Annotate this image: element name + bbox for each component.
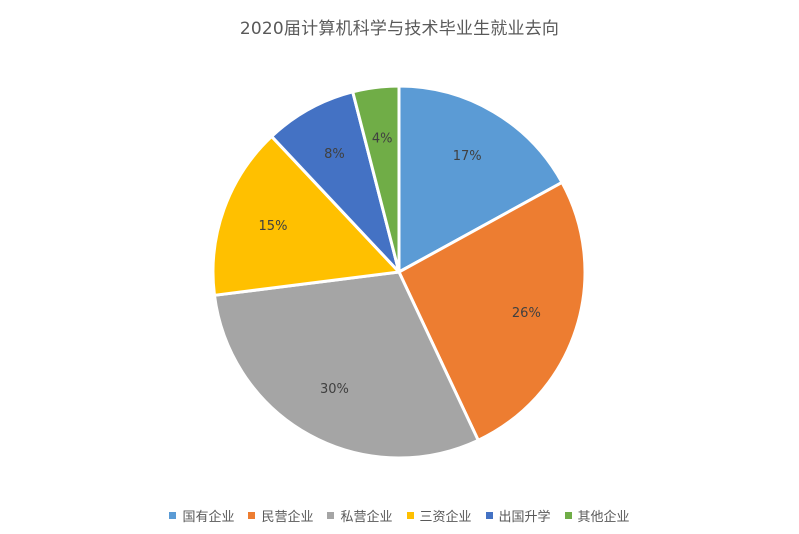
chart-title: 2020届计算机科学与技术毕业生就业去向 [239, 19, 560, 39]
pie-slice-private-operated [397, 180, 587, 442]
legend-label: 三资企业 [419, 510, 472, 525]
legend-item-foreign-funded: 三资企业 [406, 506, 472, 525]
legend-swatch [248, 512, 256, 519]
data-label-state-owned: 17% [453, 149, 482, 164]
legend-label: 出国升学 [498, 510, 551, 525]
legend-item-study-abroad: 出国升学 [485, 506, 551, 525]
data-label-private: 30% [320, 382, 349, 397]
legend-label: 私营企业 [340, 510, 393, 525]
data-label-foreign-funded: 15% [259, 219, 288, 234]
legend-label: 民营企业 [261, 510, 314, 525]
legend-item-other: 其他企业 [564, 506, 630, 525]
legend-swatch [564, 512, 572, 519]
legend-label: 其他企业 [577, 510, 630, 525]
pie-slice-other [351, 84, 401, 274]
data-label-private-operated: 26% [512, 306, 541, 321]
legend-item-private: 私营企业 [327, 506, 393, 525]
pie-slice-foreign-funded [211, 134, 401, 297]
chart-legend: 国有企业 民营企业 私营企业 三资企业 出国升学 其他企业 [0, 506, 799, 525]
data-label-study-abroad: 8% [324, 147, 345, 162]
data-label-other: 4% [372, 132, 393, 147]
legend-swatch [485, 512, 493, 519]
legend-label: 国有企业 [182, 510, 235, 525]
pie-slice-study-abroad [270, 90, 401, 274]
pie-slice-private [212, 270, 480, 460]
legend-swatch [327, 512, 335, 519]
legend-swatch [169, 512, 177, 519]
pie-slice-state-owned [397, 84, 564, 274]
legend-swatch [406, 512, 414, 519]
legend-item-state-owned: 国有企业 [169, 506, 234, 525]
legend-item-private-operated: 民营企业 [248, 506, 313, 525]
